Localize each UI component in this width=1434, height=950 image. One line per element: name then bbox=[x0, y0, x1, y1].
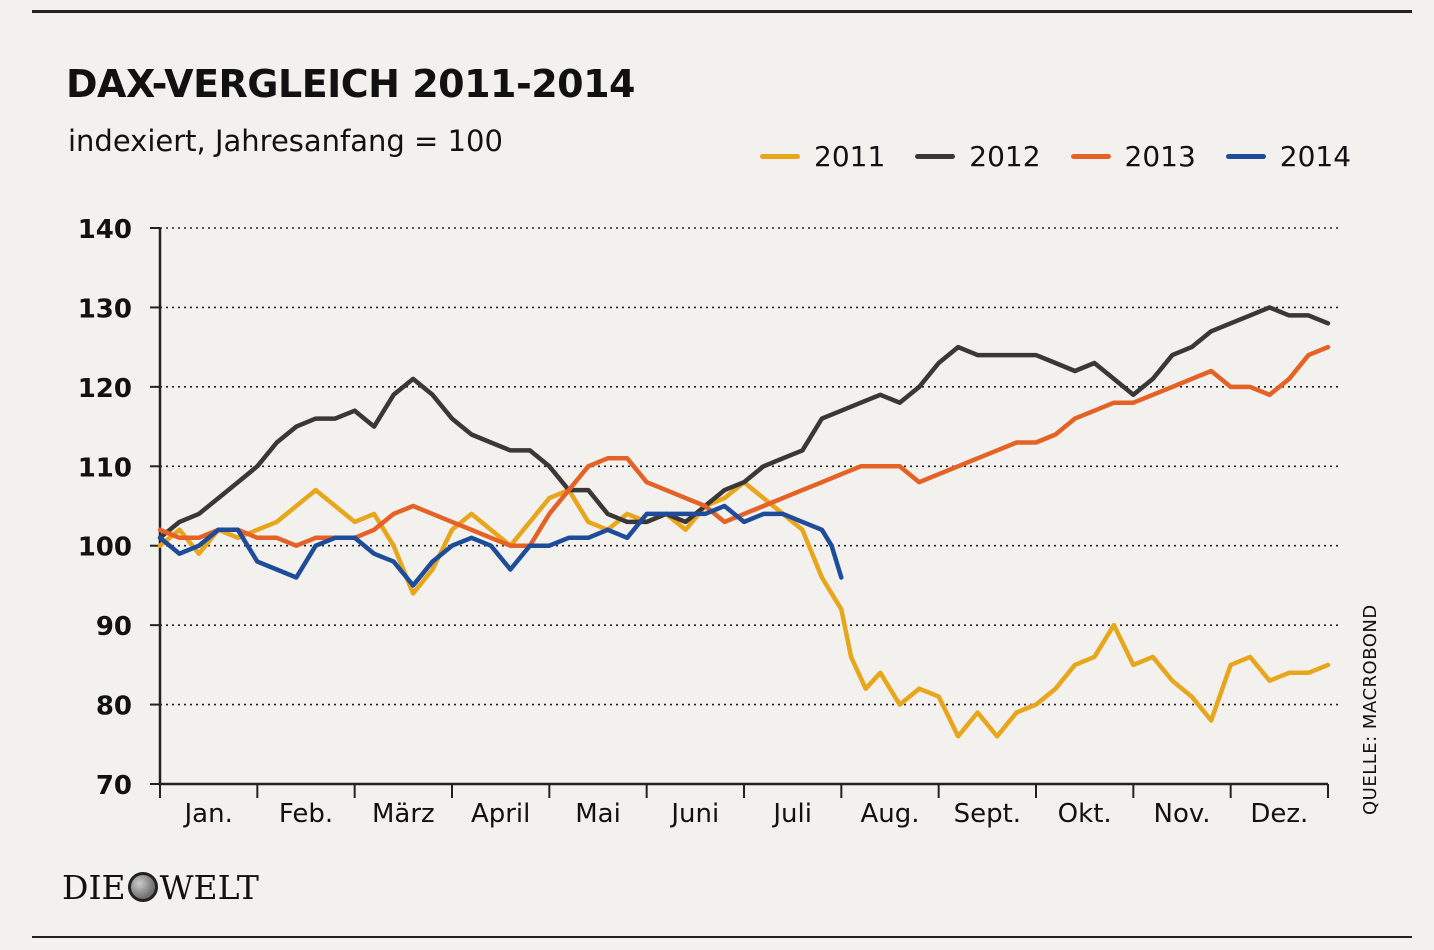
y-tick-label: 70 bbox=[96, 771, 132, 801]
y-tick-label: 120 bbox=[78, 374, 132, 404]
x-tick-label: Juli bbox=[771, 799, 812, 829]
chart-title: DAX-VERGLEICH 2011-2014 bbox=[66, 62, 636, 106]
x-tick-label: Nov. bbox=[1154, 799, 1211, 829]
legend-swatch bbox=[1225, 153, 1266, 159]
x-tick-label: Mai bbox=[575, 799, 621, 829]
x-tick-label: Juni bbox=[669, 799, 719, 829]
legend-swatch bbox=[760, 153, 800, 159]
legend-item-2012: 2012 bbox=[915, 139, 1041, 173]
publisher-logo: DIE WELT bbox=[62, 868, 259, 907]
chart-legend: 2011 2012 2013 2014 bbox=[760, 138, 1351, 174]
source-note: QUELLE: MACROBOND bbox=[1360, 604, 1381, 815]
y-tick-label: 130 bbox=[78, 294, 132, 324]
bottom-rule bbox=[32, 936, 1412, 938]
legend-label: 2012 bbox=[969, 139, 1041, 173]
legend-swatch bbox=[1070, 153, 1111, 159]
series-line-2014 bbox=[157, 503, 844, 588]
x-tick-label: Feb. bbox=[279, 799, 333, 829]
x-tick-label: März bbox=[372, 799, 435, 829]
series-line-2012 bbox=[157, 305, 1331, 541]
legend-label: 2014 bbox=[1279, 139, 1352, 173]
x-tick-label: Dez. bbox=[1250, 799, 1308, 829]
legend-swatch bbox=[915, 153, 956, 159]
legend-item-2011: 2011 bbox=[760, 140, 885, 173]
x-tick-label: Jan. bbox=[182, 799, 232, 829]
x-tick-label: Aug. bbox=[860, 799, 919, 829]
legend-label: 2011 bbox=[814, 139, 886, 173]
globe-icon bbox=[127, 872, 158, 902]
publisher-logo-right: WELT bbox=[159, 868, 259, 907]
x-tick-label: April bbox=[471, 799, 530, 829]
y-tick-label: 90 bbox=[96, 612, 132, 642]
y-tick-label: 80 bbox=[96, 692, 132, 722]
publisher-logo-left: DIE bbox=[62, 868, 126, 907]
chart-subtitle: indexiert, Jahresanfang = 100 bbox=[68, 124, 503, 158]
x-tick-label: Sept. bbox=[954, 799, 1021, 829]
legend-item-2013: 2013 bbox=[1070, 139, 1196, 173]
series-line-2011 bbox=[157, 479, 1331, 739]
x-tick-label: Okt. bbox=[1058, 799, 1112, 829]
y-tick-label: 140 bbox=[78, 215, 132, 245]
y-tick-label: 110 bbox=[78, 453, 132, 483]
legend-item-2014: 2014 bbox=[1225, 139, 1352, 173]
top-rule bbox=[32, 10, 1412, 13]
legend-label: 2013 bbox=[1124, 139, 1196, 173]
y-tick-label: 100 bbox=[78, 533, 132, 563]
